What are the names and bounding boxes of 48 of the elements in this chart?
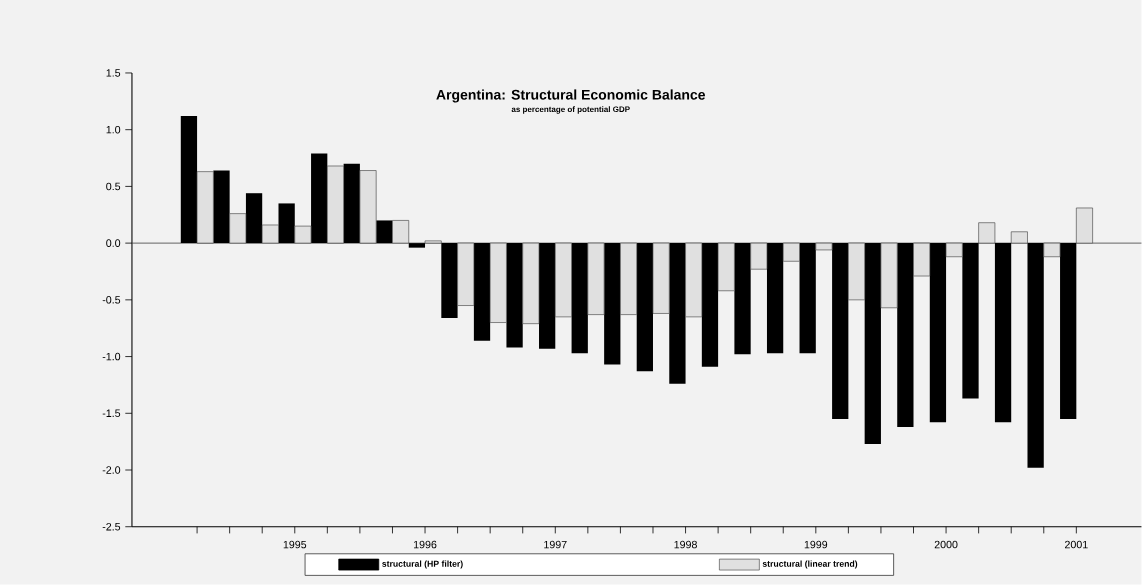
x-tick-label: 2000 <box>934 540 958 549</box>
bar <box>213 170 230 244</box>
x-tick-label: 1997 <box>544 540 567 549</box>
bar <box>376 220 393 244</box>
y-tick-label: -2.5 <box>102 523 121 531</box>
bar <box>408 243 426 248</box>
bar <box>1027 243 1044 468</box>
bar <box>245 193 263 244</box>
bar <box>441 243 458 319</box>
bar <box>929 243 947 423</box>
bar <box>734 243 751 355</box>
y-tick-label: -1.5 <box>102 409 121 418</box>
y-tick-label: 0.0 <box>106 239 121 248</box>
bar <box>962 243 979 399</box>
bar <box>506 243 523 348</box>
bar <box>343 163 360 244</box>
text: Argentina: Structural Economic Balance <box>436 89 706 103</box>
bar <box>311 153 328 244</box>
x-tick-label: 1996 <box>413 540 437 549</box>
y-tick-label: -1.0 <box>102 352 121 361</box>
bar <box>701 243 719 367</box>
bar <box>669 243 686 384</box>
y-tick-label: 0.5 <box>106 182 121 191</box>
bar <box>604 243 621 365</box>
legend-label: structural (linear trend) <box>762 560 858 569</box>
y-tick-label: 1.5 <box>106 69 121 77</box>
bar <box>799 243 816 354</box>
y-tick-label: -2.0 <box>102 466 121 474</box>
y-tick-label: -0.5 <box>102 296 121 304</box>
bar <box>180 116 198 244</box>
bar <box>473 243 491 341</box>
bar <box>864 243 881 445</box>
x-tick-label: 1998 <box>674 540 697 549</box>
bar <box>766 243 784 354</box>
x-tick-label: 1999 <box>804 540 828 549</box>
text: as percentage of potential GDP <box>511 106 630 114</box>
legend-label: structural (HP filter) <box>382 560 463 569</box>
bar <box>1060 243 1077 420</box>
bar <box>897 243 914 428</box>
bar <box>571 243 588 354</box>
bar <box>636 243 653 372</box>
bar <box>832 243 849 420</box>
x-tick-label: 2001 <box>1065 540 1088 549</box>
bar <box>539 243 556 349</box>
y-tick-label: 1.0 <box>106 126 121 134</box>
bar <box>278 203 295 244</box>
bar <box>994 243 1012 423</box>
x-tick-label: 1995 <box>283 540 307 549</box>
